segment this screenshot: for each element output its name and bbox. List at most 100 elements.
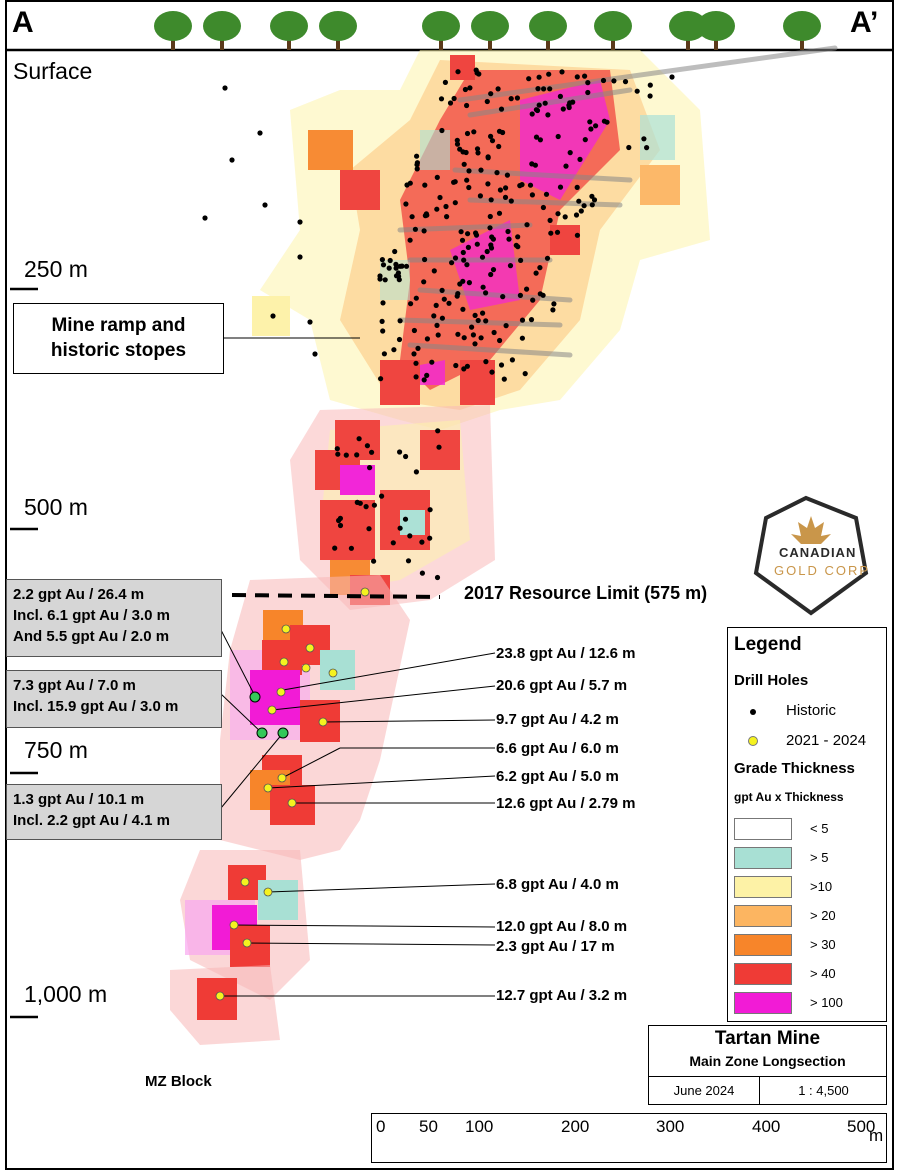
historic-drill-hole: [644, 145, 650, 151]
historic-drill-hole: [647, 82, 653, 88]
legend-swatch: [734, 992, 792, 1014]
intercept-group-3: 1.3 gpt Au / 10.1 m Incl. 2.2 gpt Au / 4…: [6, 784, 222, 840]
historic-drill-hole: [505, 228, 511, 235]
historic-drill-hole: [431, 268, 437, 274]
historic-drill-hole: [533, 270, 539, 276]
historic-drill-hole: [447, 100, 454, 106]
recent-drill-hole: [287, 798, 297, 808]
recent-drill-hole: [301, 663, 311, 673]
historic-drill-hole: [229, 157, 235, 163]
historic-drill-hole: [435, 332, 441, 338]
recent-drill-hole: [281, 624, 291, 634]
historic-drill-hole: [540, 292, 546, 298]
historic-drill-hole: [527, 182, 534, 188]
surface-label: Surface: [13, 58, 93, 84]
historic-drill-hole: [519, 335, 526, 341]
historic-drill-hole: [488, 133, 494, 139]
historic-drill-hole: [472, 341, 478, 347]
historic-drill-hole: [464, 102, 470, 109]
intercept-label: 6.6 gpt Au / 6.0 m: [496, 740, 619, 757]
historic-drill-hole: [371, 502, 377, 508]
historic-drill-hole: [465, 244, 471, 250]
intercept-label: 2.3 gpt Au / 17 m: [496, 938, 615, 955]
historic-drill-hole: [444, 214, 450, 220]
historic-drill-hole: [570, 99, 576, 105]
historic-drill-hole: [489, 138, 496, 144]
scale-bar-tick-label: 400: [752, 1117, 781, 1136]
historic-drill-hole: [483, 290, 489, 296]
historic-drill-hole: [469, 324, 475, 330]
historic-drill-hole: [574, 74, 580, 80]
intercept-group-3-line: 1.3 gpt Au / 10.1 m: [13, 791, 145, 808]
tree-icon: [154, 11, 192, 50]
legend-swatch: [734, 876, 792, 898]
historic-drill-hole: [439, 127, 445, 134]
historic-drill-hole: [422, 256, 428, 263]
intercept-label: 6.8 gpt Au / 4.0 m: [496, 876, 619, 893]
historic-drill-hole: [464, 130, 471, 137]
historic-drill-hole: [404, 182, 410, 188]
intercept-group-2-line: Incl. 15.9 gpt Au / 3.0 m: [13, 698, 179, 715]
historic-drill-hole: [396, 336, 403, 343]
historic-drill-hole: [535, 86, 541, 92]
legend-recent-label: 2021 - 2024: [786, 732, 867, 749]
depth-label-1000: 1,000 m: [24, 981, 108, 1007]
historic-drill-hole: [471, 129, 477, 135]
historic-drill-hole: [461, 257, 467, 263]
recent-drill-hole: [263, 783, 273, 793]
historic-drill-hole: [411, 327, 417, 334]
historic-drill-hole: [490, 236, 496, 242]
logo-line2: GOLD CORP: [774, 563, 871, 578]
historic-drill-hole: [378, 376, 384, 382]
scale-bar-tick-label: 200: [561, 1117, 590, 1136]
historic-drill-hole: [473, 230, 479, 236]
historic-drill-holes: [202, 67, 675, 581]
historic-drill-hole: [497, 187, 503, 193]
historic-drill-hole: [421, 279, 427, 285]
historic-drill-hole: [334, 446, 340, 452]
historic-drill-hole: [443, 203, 449, 210]
historic-drill-hole: [484, 248, 490, 255]
historic-drill-hole: [348, 545, 354, 551]
historic-drill-hole: [626, 144, 632, 151]
legend-historic-label: Historic: [786, 702, 837, 719]
historic-drill-hole: [464, 363, 470, 369]
historic-drill-hole: [460, 249, 466, 256]
historic-drill-hole: [478, 335, 484, 341]
historic-drill-hole: [547, 86, 553, 92]
historic-drill-hole: [421, 377, 427, 383]
historic-drill-hole: [508, 96, 514, 102]
scale-bar-tick-label: 0: [376, 1117, 386, 1136]
historic-drill-hole: [441, 296, 447, 302]
historic-drill-hole: [498, 362, 505, 368]
historic-drill-hole: [466, 184, 472, 191]
historic-drill-hole: [364, 443, 370, 449]
historic-drill-hole: [474, 146, 481, 152]
historic-drill-hole: [434, 174, 440, 180]
legend-swatch-label: > 40: [810, 966, 836, 981]
intercept-group-2-line: 7.3 gpt Au / 7.0 m: [13, 677, 136, 694]
recent-drill-holes: [215, 587, 370, 1001]
historic-drill-hole: [524, 222, 530, 228]
historic-drill-hole: [522, 371, 528, 377]
intercept-group-1-line: 2.2 gpt Au / 26.4 m: [13, 586, 145, 603]
historic-drill-hole: [439, 287, 445, 293]
legend-swatch: [734, 934, 792, 956]
section-start-label: A: [12, 6, 34, 39]
historic-drill-hole: [591, 197, 598, 203]
historic-drill-hole: [485, 181, 491, 187]
historic-drill-hole: [413, 360, 419, 366]
depth-ticks: [10, 287, 38, 1019]
historic-drill-hole: [366, 526, 372, 532]
recent-drill-hole: [276, 687, 286, 697]
title-block-scale: 1 : 4,500: [798, 1083, 849, 1098]
historic-drill-hole: [533, 134, 540, 140]
legend-swatch-label: > 100: [810, 995, 843, 1010]
historic-drill-hole: [496, 128, 503, 134]
historic-drill-hole: [403, 263, 410, 269]
recent-drill-hole: [318, 717, 328, 727]
historic-drill-hole: [474, 241, 480, 247]
resource-limit-line: [231, 593, 441, 599]
historic-drill-hole: [497, 337, 503, 344]
historic-drill-hole: [519, 317, 526, 323]
